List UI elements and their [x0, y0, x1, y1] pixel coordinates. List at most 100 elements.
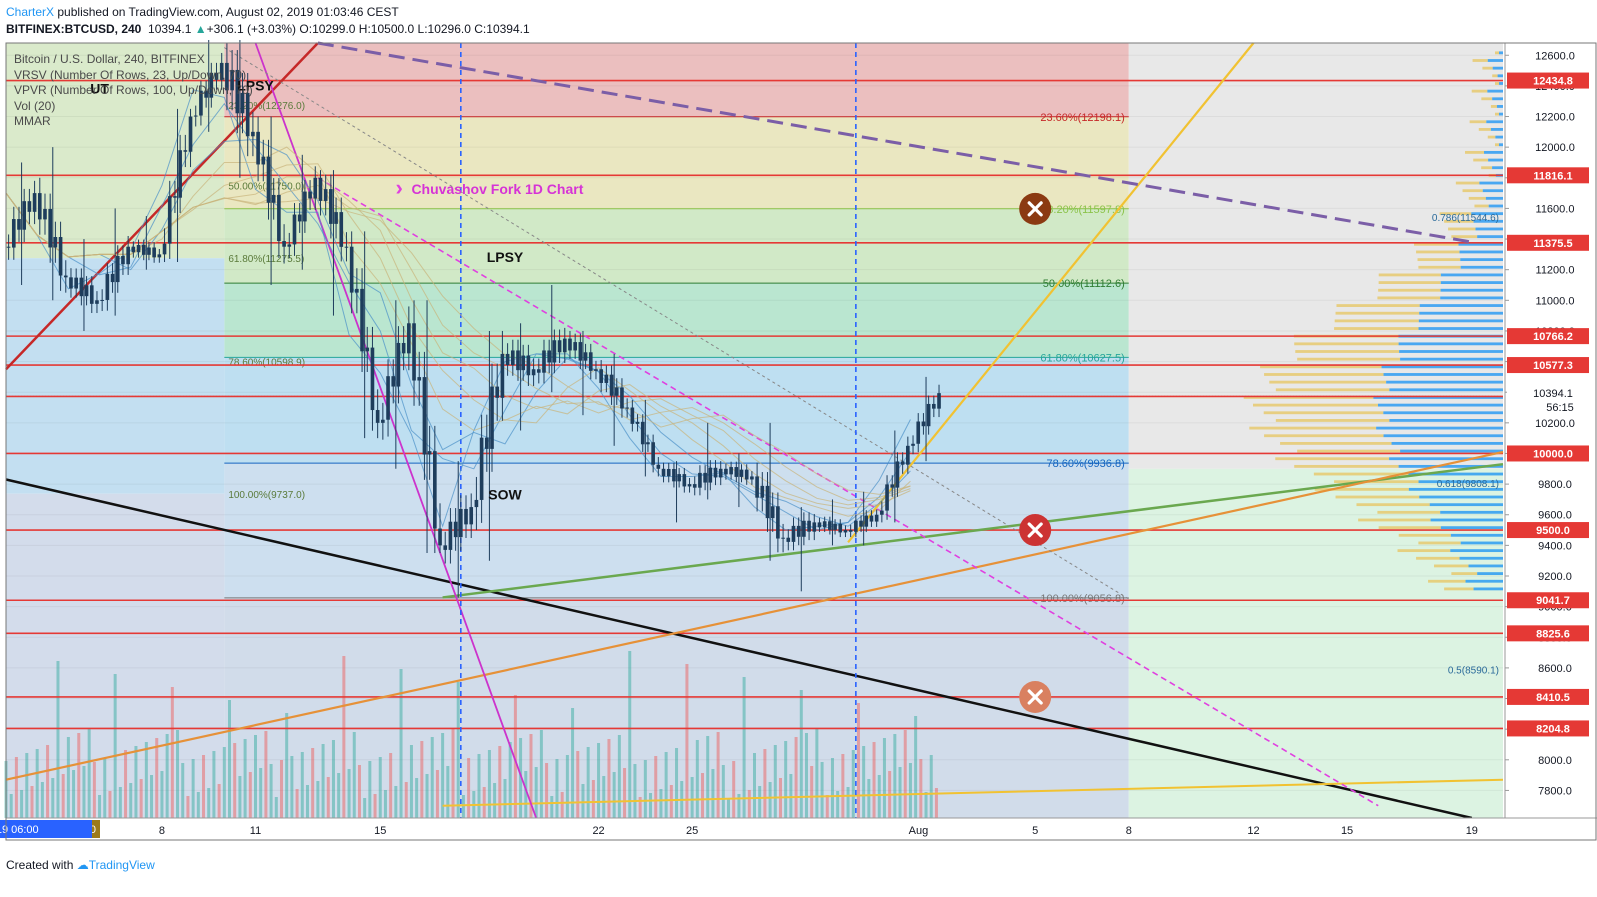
- candle-body: [266, 156, 271, 203]
- volume-bar: [456, 682, 460, 818]
- candle-body: [32, 193, 37, 212]
- volume-profile-bar: [1313, 472, 1409, 476]
- volume-profile-bar: [1440, 288, 1503, 292]
- volume-bar: [628, 651, 632, 818]
- time-axis[interactable]: [6, 818, 1503, 840]
- volume-profile-bar: [1487, 59, 1503, 62]
- volume-profile-bar: [1275, 388, 1390, 392]
- volume-bar: [212, 751, 216, 818]
- volume-bar: [654, 756, 658, 818]
- candle-body: [344, 246, 349, 248]
- volume-profile-bar: [1297, 449, 1401, 453]
- price-level-tag: [1507, 592, 1589, 609]
- tradingview-logo-icon: ☁: [76, 858, 89, 872]
- candle-body: [58, 237, 63, 276]
- fib-left-label: 50.00%(11750.0): [228, 181, 304, 192]
- price-tick-label: 9200.0: [1538, 571, 1572, 583]
- volume-profile-bar: [1485, 196, 1503, 200]
- volume-bar: [685, 664, 689, 818]
- volume-profile-bar: [1472, 59, 1488, 62]
- volume-profile-bar: [1419, 304, 1503, 307]
- candle-body: [469, 507, 474, 525]
- candle-body: [245, 92, 250, 137]
- volume-bar: [643, 760, 647, 818]
- candle-body: [287, 244, 292, 247]
- volume-profile-bar: [1444, 587, 1474, 591]
- price-tick-label: 8600.0: [1538, 663, 1572, 675]
- price-level-tag-label: 10766.2: [1533, 331, 1573, 343]
- volume-bar: [893, 734, 897, 818]
- author-link[interactable]: CharterX: [6, 5, 55, 19]
- candle-body: [635, 421, 640, 424]
- ma-ribbon-line: [5, 138, 911, 527]
- candle-body: [885, 484, 889, 511]
- candle-body: [360, 288, 364, 352]
- volume-profile-bar: [1455, 181, 1480, 185]
- candle-body: [162, 243, 167, 255]
- candle-body: [401, 342, 406, 354]
- volume-profile-bar: [1398, 464, 1503, 468]
- volume-profile-bar: [1481, 166, 1493, 170]
- candle-body: [110, 273, 115, 283]
- volume-bar: [56, 661, 60, 818]
- volume-profile-bar: [1391, 441, 1503, 445]
- symbol-label: BITFINEX:BTCUSD, 240: [6, 22, 142, 36]
- volume-profile-bar: [1377, 296, 1441, 300]
- volume-profile-bar: [1263, 411, 1384, 415]
- volume-profile-bar: [1487, 89, 1503, 93]
- fib-left-label: 78.60%(10598.9): [228, 358, 305, 369]
- candle-body: [271, 194, 276, 203]
- volume-profile-bar: [1378, 403, 1503, 407]
- volume-bar: [753, 753, 756, 818]
- volume-bar: [269, 764, 273, 818]
- volume-bar: [9, 794, 13, 818]
- volume-profile-bar: [1429, 503, 1503, 507]
- candle-body: [199, 90, 203, 116]
- tradingview-link[interactable]: TradingView: [88, 858, 155, 872]
- candle-body: [339, 212, 344, 247]
- candle-body: [869, 515, 874, 522]
- trendline-orange: [5, 450, 1504, 781]
- candle-body: [828, 521, 832, 530]
- time-highlight-tag: [0, 820, 92, 838]
- candle-body: [744, 469, 749, 480]
- candle-body: [48, 208, 53, 248]
- volume-bar: [352, 732, 356, 818]
- volume-profile-bar: [1495, 135, 1503, 139]
- volume-profile-bar: [1492, 97, 1503, 101]
- volume-profile-bar: [1378, 281, 1441, 284]
- cross-icon: [1027, 201, 1043, 217]
- volume-profile-bar: [1465, 579, 1503, 583]
- volume-bar: [908, 763, 912, 818]
- volume-bar: [493, 783, 497, 818]
- candle-body: [932, 403, 936, 409]
- volume-profile-bar: [1462, 189, 1483, 193]
- price-level-tag: [1507, 357, 1589, 374]
- volume-profile-bar: [1408, 487, 1503, 491]
- volume-bar: [747, 790, 751, 818]
- price-level-tag: [1507, 688, 1589, 705]
- candle-body: [74, 277, 78, 289]
- candle-body: [718, 468, 723, 478]
- candle-body: [614, 387, 619, 396]
- candle-body: [438, 528, 442, 546]
- time-tick-label: 11: [250, 825, 261, 837]
- cross-icon: [1027, 522, 1043, 538]
- candle-body: [609, 374, 614, 396]
- price-chart[interactable]: 23.60%(12198.1) 38.20%(11597.8) 50.00%(111…: [0, 40, 1597, 850]
- volume-bar: [758, 786, 762, 818]
- volume-profile-bar: [1389, 388, 1503, 392]
- cross-icon: [1027, 689, 1043, 705]
- fib-left-label: 61.80%(11275.5): [228, 254, 304, 265]
- volume-bar: [394, 786, 398, 818]
- trendline-yellow: [847, 42, 1255, 544]
- volume-bar: [675, 748, 679, 818]
- volume-profile-bar: [1477, 235, 1503, 239]
- candle-body: [776, 506, 780, 539]
- volume-profile-bar: [1478, 128, 1491, 131]
- volume-bar: [305, 785, 309, 818]
- volume-profile-bar: [1440, 296, 1503, 300]
- candle-body: [568, 338, 572, 351]
- candle-body: [739, 469, 744, 477]
- volume-profile-bar: [1419, 311, 1503, 315]
